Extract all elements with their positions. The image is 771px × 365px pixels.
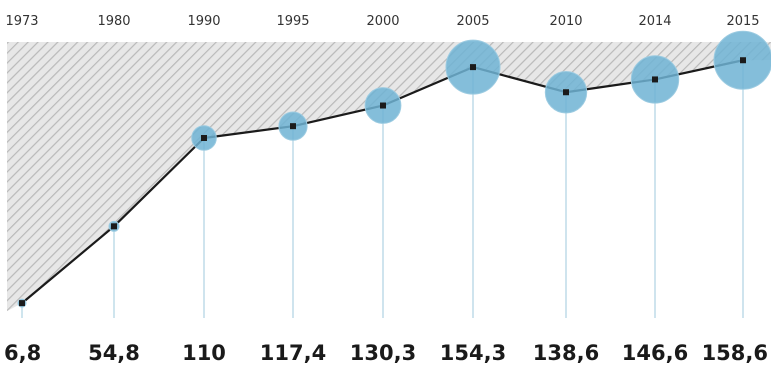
data-point-2000 xyxy=(380,102,386,109)
value-label-2015: 158,6 xyxy=(702,341,768,365)
value-label-2014: 146,6 xyxy=(622,341,688,365)
year-label-2015: 2015 xyxy=(726,14,759,29)
data-point-2014 xyxy=(652,76,658,83)
value-label-1980: 54,8 xyxy=(88,341,140,365)
year-label-1990: 1990 xyxy=(187,14,220,29)
year-label-2014: 2014 xyxy=(638,14,671,29)
value-label-2005: 154,3 xyxy=(440,341,506,365)
data-point-1980 xyxy=(111,223,117,230)
value-label-1990: 110 xyxy=(182,341,226,365)
year-label-2000: 2000 xyxy=(366,14,399,29)
value-label-1995: 117,4 xyxy=(260,341,326,365)
value-label-1973: 6,8 xyxy=(4,341,41,365)
data-point-2015 xyxy=(740,57,746,64)
hatched-area xyxy=(7,42,771,312)
year-label-1995: 1995 xyxy=(276,14,309,29)
year-label-2010: 2010 xyxy=(549,14,582,29)
year-label-1973: 1973 xyxy=(5,14,38,29)
data-point-1995 xyxy=(290,123,296,130)
year-label-2005: 2005 xyxy=(456,14,489,29)
data-point-1990 xyxy=(201,135,207,141)
data-point-2010 xyxy=(563,89,569,96)
value-label-2010: 138,6 xyxy=(533,341,599,365)
data-point-1973 xyxy=(19,300,25,307)
value-label-2000: 130,3 xyxy=(350,341,416,365)
year-label-1980: 1980 xyxy=(97,14,130,29)
data-point-2005 xyxy=(470,64,476,71)
